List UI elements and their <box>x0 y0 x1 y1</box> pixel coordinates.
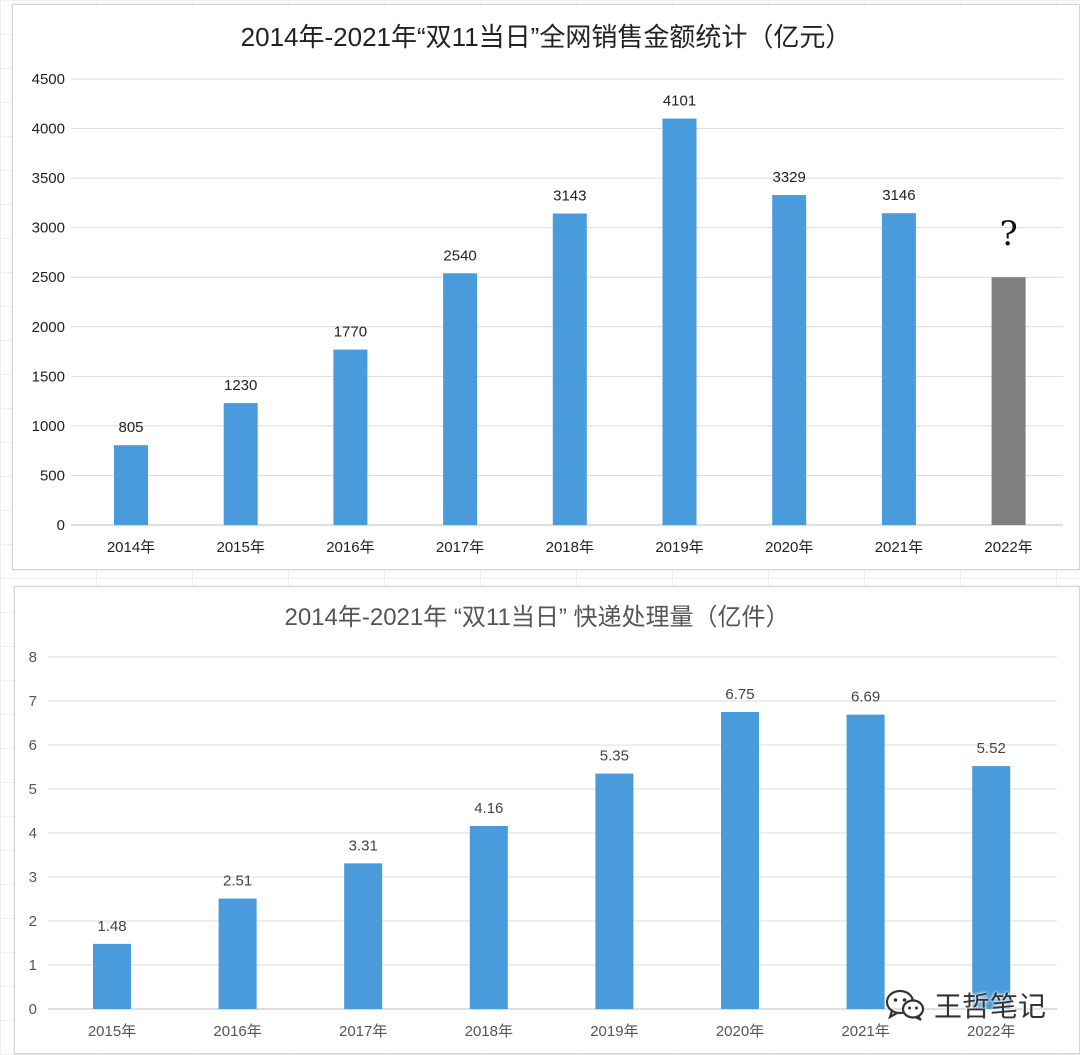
sales-ytick-label: 500 <box>40 467 65 484</box>
express-bar-2022年 <box>972 766 1011 1009</box>
express-bar-2019年 <box>595 773 634 1009</box>
sales-ytick-label: 2500 <box>32 269 65 286</box>
sales-xtick-label: 2021年 <box>875 539 923 556</box>
sales-xtick-label: 2022年 <box>984 539 1032 556</box>
express-xtick-label: 2016年 <box>213 1023 261 1040</box>
express-data-label: 1.48 <box>97 918 126 935</box>
express-chart-svg: 2014年-2021年 “双11当日” 快递处理量（亿件） 012345678 … <box>29 604 1057 1040</box>
sales-xtick-label: 2016年 <box>326 539 374 556</box>
express-ytick-label: 4 <box>29 825 37 842</box>
wechat-icon <box>885 989 925 1021</box>
watermark: 王哲笔记 <box>884 985 1046 1025</box>
sales-bar-2014年 <box>114 445 148 525</box>
sales-chart-svg: 2014年-2021年“双11当日”全网销售金额统计（亿元） 0 500 1000 1… <box>32 22 1063 556</box>
express-data-label: 6.69 <box>851 689 880 706</box>
sales-data-label: ? <box>999 214 1017 254</box>
express-xtick-label: 2021年 <box>841 1023 889 1040</box>
express-xtick-label: 2015年 <box>88 1023 136 1040</box>
watermark-text: 王哲笔记 <box>933 990 1046 1023</box>
express-data-label: 4.16 <box>474 800 503 817</box>
sales-bar-2021年 <box>881 213 916 525</box>
sales-xtick-label: 2015年 <box>217 539 265 556</box>
sales-ytick-label: 3500 <box>32 170 65 187</box>
express-ytick-label: 1 <box>29 957 37 974</box>
express-xtick-label: 2018年 <box>465 1023 513 1040</box>
express-ytick-label: 8 <box>29 649 37 666</box>
sales-ytick-label: 3000 <box>32 220 65 237</box>
express-ytick-label: 2 <box>29 913 37 930</box>
express-bar-2021年 <box>846 714 885 1009</box>
express-bar-2018年 <box>469 825 508 1009</box>
express-ytick-label: 7 <box>29 693 37 710</box>
express-xtick-label: 2022年 <box>967 1023 1015 1040</box>
express-data-label: 2.51 <box>223 873 252 890</box>
sales-ytick-label: 1000 <box>32 418 65 435</box>
express-data-label: 5.35 <box>600 748 629 765</box>
sales-data-label: 805 <box>118 419 143 436</box>
express-ytick-label: 3 <box>29 869 37 886</box>
express-bar-2015年 <box>93 943 131 1009</box>
sales-data-label: 3143 <box>553 187 586 204</box>
sales-bar-2016年 <box>333 349 368 525</box>
sales-bar-2015年 <box>223 403 258 525</box>
sales-xtick-label: 2020年 <box>765 539 813 556</box>
express-ytick-label: 6 <box>29 737 37 754</box>
sales-data-label: 3329 <box>773 169 806 186</box>
express-xtick-label: 2019年 <box>590 1023 638 1040</box>
sales-bar-2017年 <box>443 273 478 525</box>
sales-ytick-label: 1500 <box>32 368 65 385</box>
express-ytick-label: 0 <box>29 1001 37 1018</box>
sales-data-label: 1230 <box>224 377 257 394</box>
sales-chart-title: 2014年-2021年“双11当日”全网销售金额统计（亿元） <box>241 22 852 52</box>
sales-ytick-label: 0 <box>57 517 65 534</box>
express-bar-2017年 <box>344 863 383 1009</box>
sales-data-label: 4101 <box>663 93 696 110</box>
express-data-label: 5.52 <box>977 740 1006 757</box>
sales-xtick-label: 2019年 <box>655 539 703 556</box>
sales-ytick-label: 2000 <box>32 319 65 336</box>
sales-bar-2022年 <box>991 277 1026 525</box>
sales-bar-2019年 <box>662 118 697 525</box>
sales-ytick-label: 4000 <box>32 121 65 138</box>
sales-data-label: 2540 <box>443 247 476 264</box>
express-ytick-label: 5 <box>29 781 37 798</box>
sales-xtick-label: 2017年 <box>436 539 484 556</box>
sales-data-label: 3146 <box>882 187 915 204</box>
express-bar-2020年 <box>721 712 759 1009</box>
sales-data-label: 1770 <box>334 324 367 341</box>
sales-chart: 2014年-2021年“双11当日”全网销售金额统计（亿元） 0 500 1000 1… <box>12 4 1080 570</box>
sales-bar-2020年 <box>772 195 807 525</box>
express-xtick-label: 2020年 <box>716 1023 764 1040</box>
express-data-label: 6.75 <box>725 686 754 703</box>
express-data-label: 3.31 <box>349 837 378 854</box>
express-bar-2016年 <box>218 898 257 1009</box>
express-xtick-label: 2017年 <box>339 1023 387 1040</box>
sales-xtick-label: 2018年 <box>546 539 594 556</box>
sales-bar-2018年 <box>552 213 587 525</box>
sales-xtick-label: 2014年 <box>107 539 155 556</box>
sales-ytick-label: 4500 <box>32 71 65 88</box>
express-chart-title: 2014年-2021年 “双11当日” 快递处理量（亿件） <box>284 604 789 631</box>
